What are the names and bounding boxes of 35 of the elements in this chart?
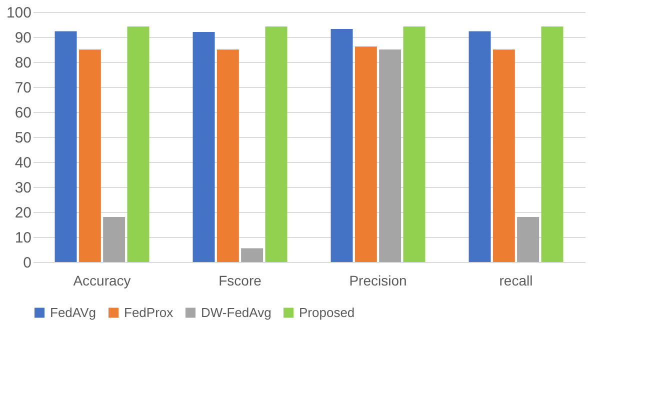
y-tick-label: 50 (14, 130, 32, 146)
y-tick-label: 70 (14, 80, 32, 96)
y-tick-label: 30 (14, 180, 32, 196)
bar (192, 32, 215, 262)
bar (354, 46, 377, 262)
y-tick-label: 90 (14, 30, 32, 46)
bar (265, 26, 288, 262)
legend-label: FedProx (124, 304, 174, 320)
y-tick-label: 80 (14, 54, 32, 72)
y-tick-label: 60 (14, 104, 32, 122)
y-tick-label: 20 (14, 204, 32, 222)
x-tick-label: Fscore (218, 272, 262, 288)
y-tick-label: 0 (23, 254, 32, 272)
bar (330, 29, 353, 262)
bar (54, 31, 77, 262)
y-tick-label: 100 (6, 4, 32, 22)
y-tick-label: 10 (14, 230, 32, 246)
bar (379, 50, 402, 262)
bar (78, 50, 101, 262)
legend-label: FedAVg (50, 304, 96, 320)
bar (492, 50, 515, 262)
bar (517, 217, 540, 262)
bar (468, 31, 491, 262)
bar (541, 26, 564, 262)
bar (241, 248, 264, 262)
bar (403, 26, 426, 262)
y-tick-label: 40 (14, 154, 32, 172)
legend-label: Proposed (299, 304, 355, 320)
bar (127, 26, 150, 262)
bar (216, 50, 239, 262)
x-tick-label: recall (499, 272, 533, 288)
bar (103, 217, 126, 262)
x-tick-label: Precision (349, 272, 407, 288)
x-tick-label: Accuracy (73, 272, 131, 288)
legend-label: DW-FedAvg (201, 304, 272, 320)
